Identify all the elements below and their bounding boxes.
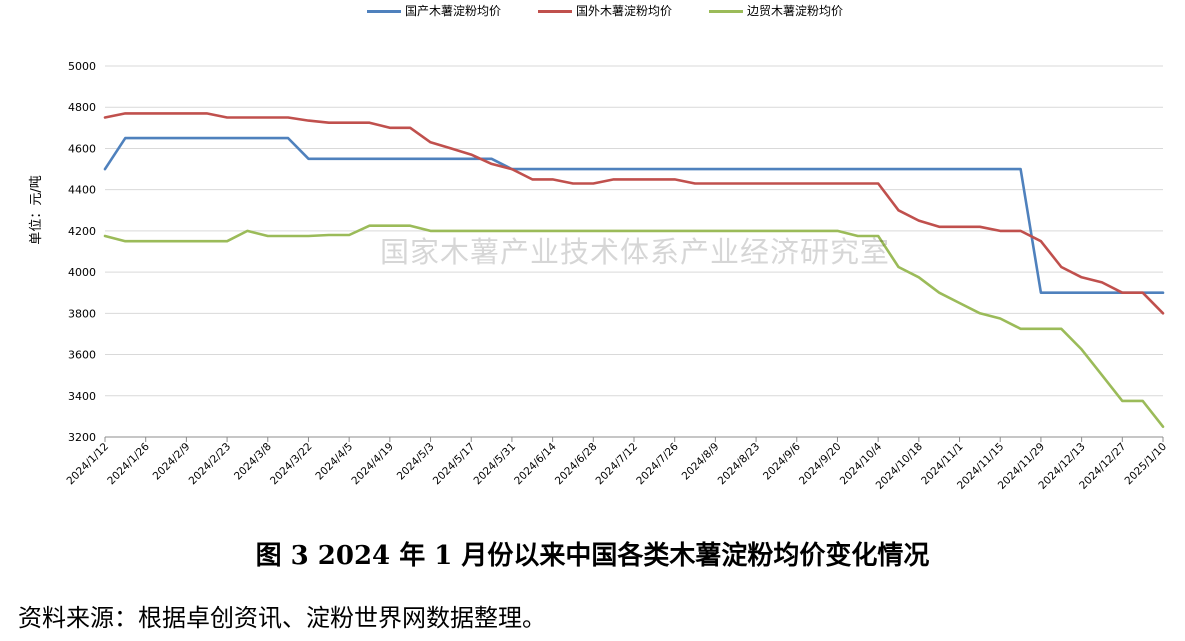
legend-swatch (709, 10, 743, 13)
x-tick-label: 2024/9/20 (797, 441, 844, 488)
series-line-1 (103, 112, 1165, 315)
y-tick-label: 3400 (68, 390, 96, 403)
y-tick-label: 4400 (68, 184, 96, 197)
x-tick-label: 2024/1/12 (65, 441, 112, 488)
y-tick-label: 3800 (68, 307, 96, 320)
legend: 国产木薯淀粉均价 国外木薯淀粉均价 边贸木薯淀粉均价 (0, 0, 1185, 22)
x-tick-label: 2024/4/19 (349, 441, 396, 488)
x-tick-label: 2024/5/31 (471, 441, 518, 488)
figure-caption: 图 3 2024 年 1 月份以来中国各类木薯淀粉均价变化情况 (255, 541, 930, 571)
y-tick-label: 4000 (68, 266, 96, 279)
x-tick-label: 2024/5/17 (431, 441, 478, 488)
y-tick-label: 3200 (68, 431, 96, 444)
data-source-note: 资料来源：根据卓创资讯、淀粉世界网数据整理。 (18, 604, 546, 632)
x-tick-label: 2024/4/5 (313, 441, 355, 483)
legend-label: 边贸木薯淀粉均价 (747, 4, 844, 18)
x-tick-label: 2024/7/12 (594, 441, 641, 488)
legend-label: 国产木薯淀粉均价 (405, 4, 502, 18)
legend-swatch (367, 10, 401, 13)
x-tick-label: 2024/6/14 (512, 440, 559, 487)
y-axis-label: 单位：元/吨 (29, 175, 44, 244)
watermark: 国家木薯产业技术体系产业经济研究室 (380, 235, 890, 269)
x-tick-label: 2024/9/6 (761, 440, 803, 482)
x-tick-label: 2024/6/28 (553, 441, 600, 488)
y-axis-ticks: 3200 3400 3600 3800 4000 4200 4400 4600 4800 5000 (68, 60, 96, 444)
x-tick-label: 2024/8/23 (716, 441, 763, 488)
y-tick-label: 3600 (68, 349, 96, 362)
legend-label: 国外木薯淀粉均价 (576, 4, 673, 18)
legend-swatch (538, 10, 572, 13)
x-tick-label: 2024/5/3 (395, 441, 437, 483)
x-tick-label: 2024/1/26 (105, 440, 152, 487)
y-tick-label: 4200 (68, 225, 96, 238)
x-axis-ticks: 2024/1/122024/1/262024/2/92024/2/232024/… (65, 437, 1170, 492)
x-tick-label: 2024/2/9 (151, 441, 193, 483)
line-chart: 3200 3400 3600 3800 4000 4200 4400 4600 4800 5000… (29, 60, 1170, 492)
series-line-0 (103, 136, 1165, 295)
series-lines (103, 112, 1165, 429)
x-tick-label: 2024/8/9 (680, 441, 722, 483)
y-tick-label: 5000 (68, 60, 96, 73)
x-tick-label: 2024/2/23 (187, 441, 234, 488)
x-tick-label: 2024/7/26 (634, 440, 681, 487)
series-line-2 (103, 224, 1165, 429)
x-tick-label: 2024/3/8 (232, 441, 274, 483)
x-tick-label: 2025/1/10 (1123, 441, 1170, 488)
y-tick-label: 4800 (68, 101, 96, 114)
y-tick-label: 4600 (68, 142, 96, 155)
x-tick-label: 2024/3/22 (268, 441, 315, 488)
